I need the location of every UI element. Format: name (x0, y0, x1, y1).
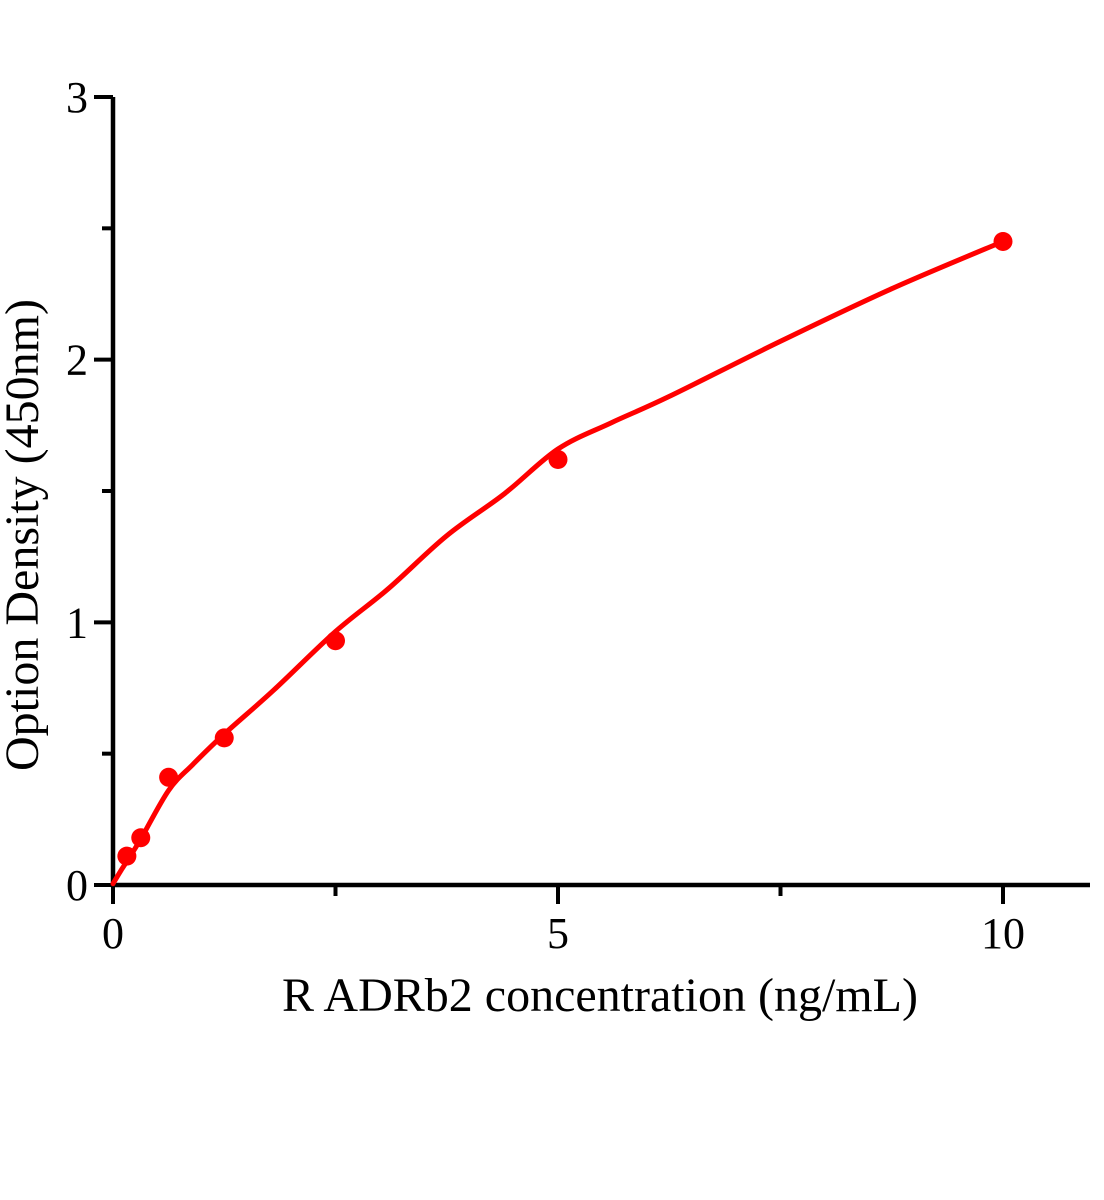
data-point (993, 231, 1013, 251)
data-point (214, 728, 234, 748)
data-points (117, 231, 1013, 866)
data-point (131, 828, 151, 848)
y-axis-label: Option Density (450nm) (0, 299, 49, 771)
axis-spine (110, 97, 1090, 888)
x-axis-label: R ADRb2 concentration (ng/mL) (282, 969, 918, 1022)
y-tick-label: 2 (66, 336, 88, 385)
data-point (548, 449, 568, 469)
axes (94, 95, 1090, 904)
y-tick-label: 1 (66, 598, 88, 647)
fit-curve-line (110, 239, 1006, 887)
x-tick-label: 10 (981, 909, 1025, 958)
y-tick-label: 0 (66, 861, 88, 910)
data-point (326, 631, 345, 651)
x-tick-label: 5 (547, 909, 569, 958)
x-tick-label: 0 (102, 909, 124, 958)
data-point (159, 767, 179, 787)
y-tick-label: 3 (66, 73, 88, 122)
tick-labels: 0 5 10 0 1 2 3 (66, 73, 1025, 958)
data-point (117, 846, 137, 866)
